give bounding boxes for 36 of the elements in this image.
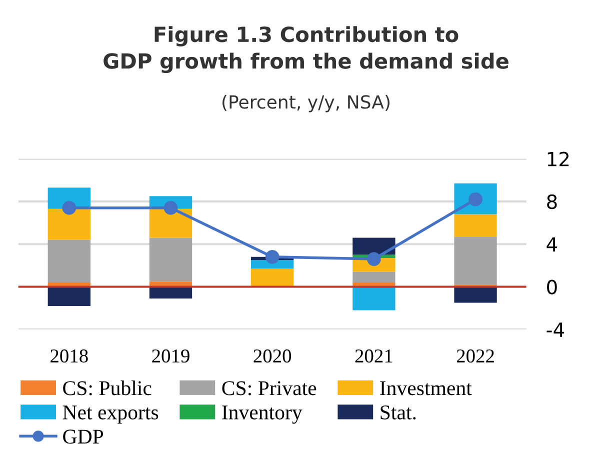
bar xyxy=(48,286,90,306)
chart-title: Figure 1.3 Contribution to GDP growth from the demand side xyxy=(104,26,508,74)
x-tick-label: 2020 xyxy=(254,349,292,363)
point xyxy=(366,252,381,266)
x-tick-label: 2022 xyxy=(456,349,494,363)
legend-label: Stat. xyxy=(380,405,416,420)
point xyxy=(265,250,280,264)
y-tick-label: 0 xyxy=(547,280,557,294)
bar xyxy=(352,286,396,310)
legend-label: GDP xyxy=(63,430,104,444)
bar xyxy=(149,238,192,282)
legend-label: CS: Private xyxy=(222,381,316,396)
x-tick-label: 2019 xyxy=(152,349,190,363)
y-tick-label: 4 xyxy=(546,237,558,252)
bar xyxy=(48,240,90,283)
bar xyxy=(454,286,497,303)
x-tick-label: 2021 xyxy=(355,349,392,363)
legend-label: CS: Public xyxy=(63,380,152,396)
y-tick-label: 12 xyxy=(548,152,569,166)
y-tick-label: -4 xyxy=(546,322,564,337)
bar xyxy=(251,268,294,287)
bar xyxy=(251,260,294,269)
legend-label: Net exports xyxy=(62,406,158,424)
bar xyxy=(149,208,192,238)
chart-subtitle: (Percent, y/y, NSA) xyxy=(222,94,390,112)
y-tick-label: 8 xyxy=(547,194,557,210)
bar xyxy=(352,272,396,283)
legend-label: Inventory xyxy=(222,406,302,424)
point xyxy=(164,200,178,215)
x-tick-label: 2018 xyxy=(50,349,88,363)
bar xyxy=(352,238,396,255)
legend-label: Investment xyxy=(380,381,472,396)
bar xyxy=(454,236,497,285)
bar xyxy=(48,208,90,240)
bar xyxy=(454,214,497,237)
point xyxy=(62,200,76,215)
